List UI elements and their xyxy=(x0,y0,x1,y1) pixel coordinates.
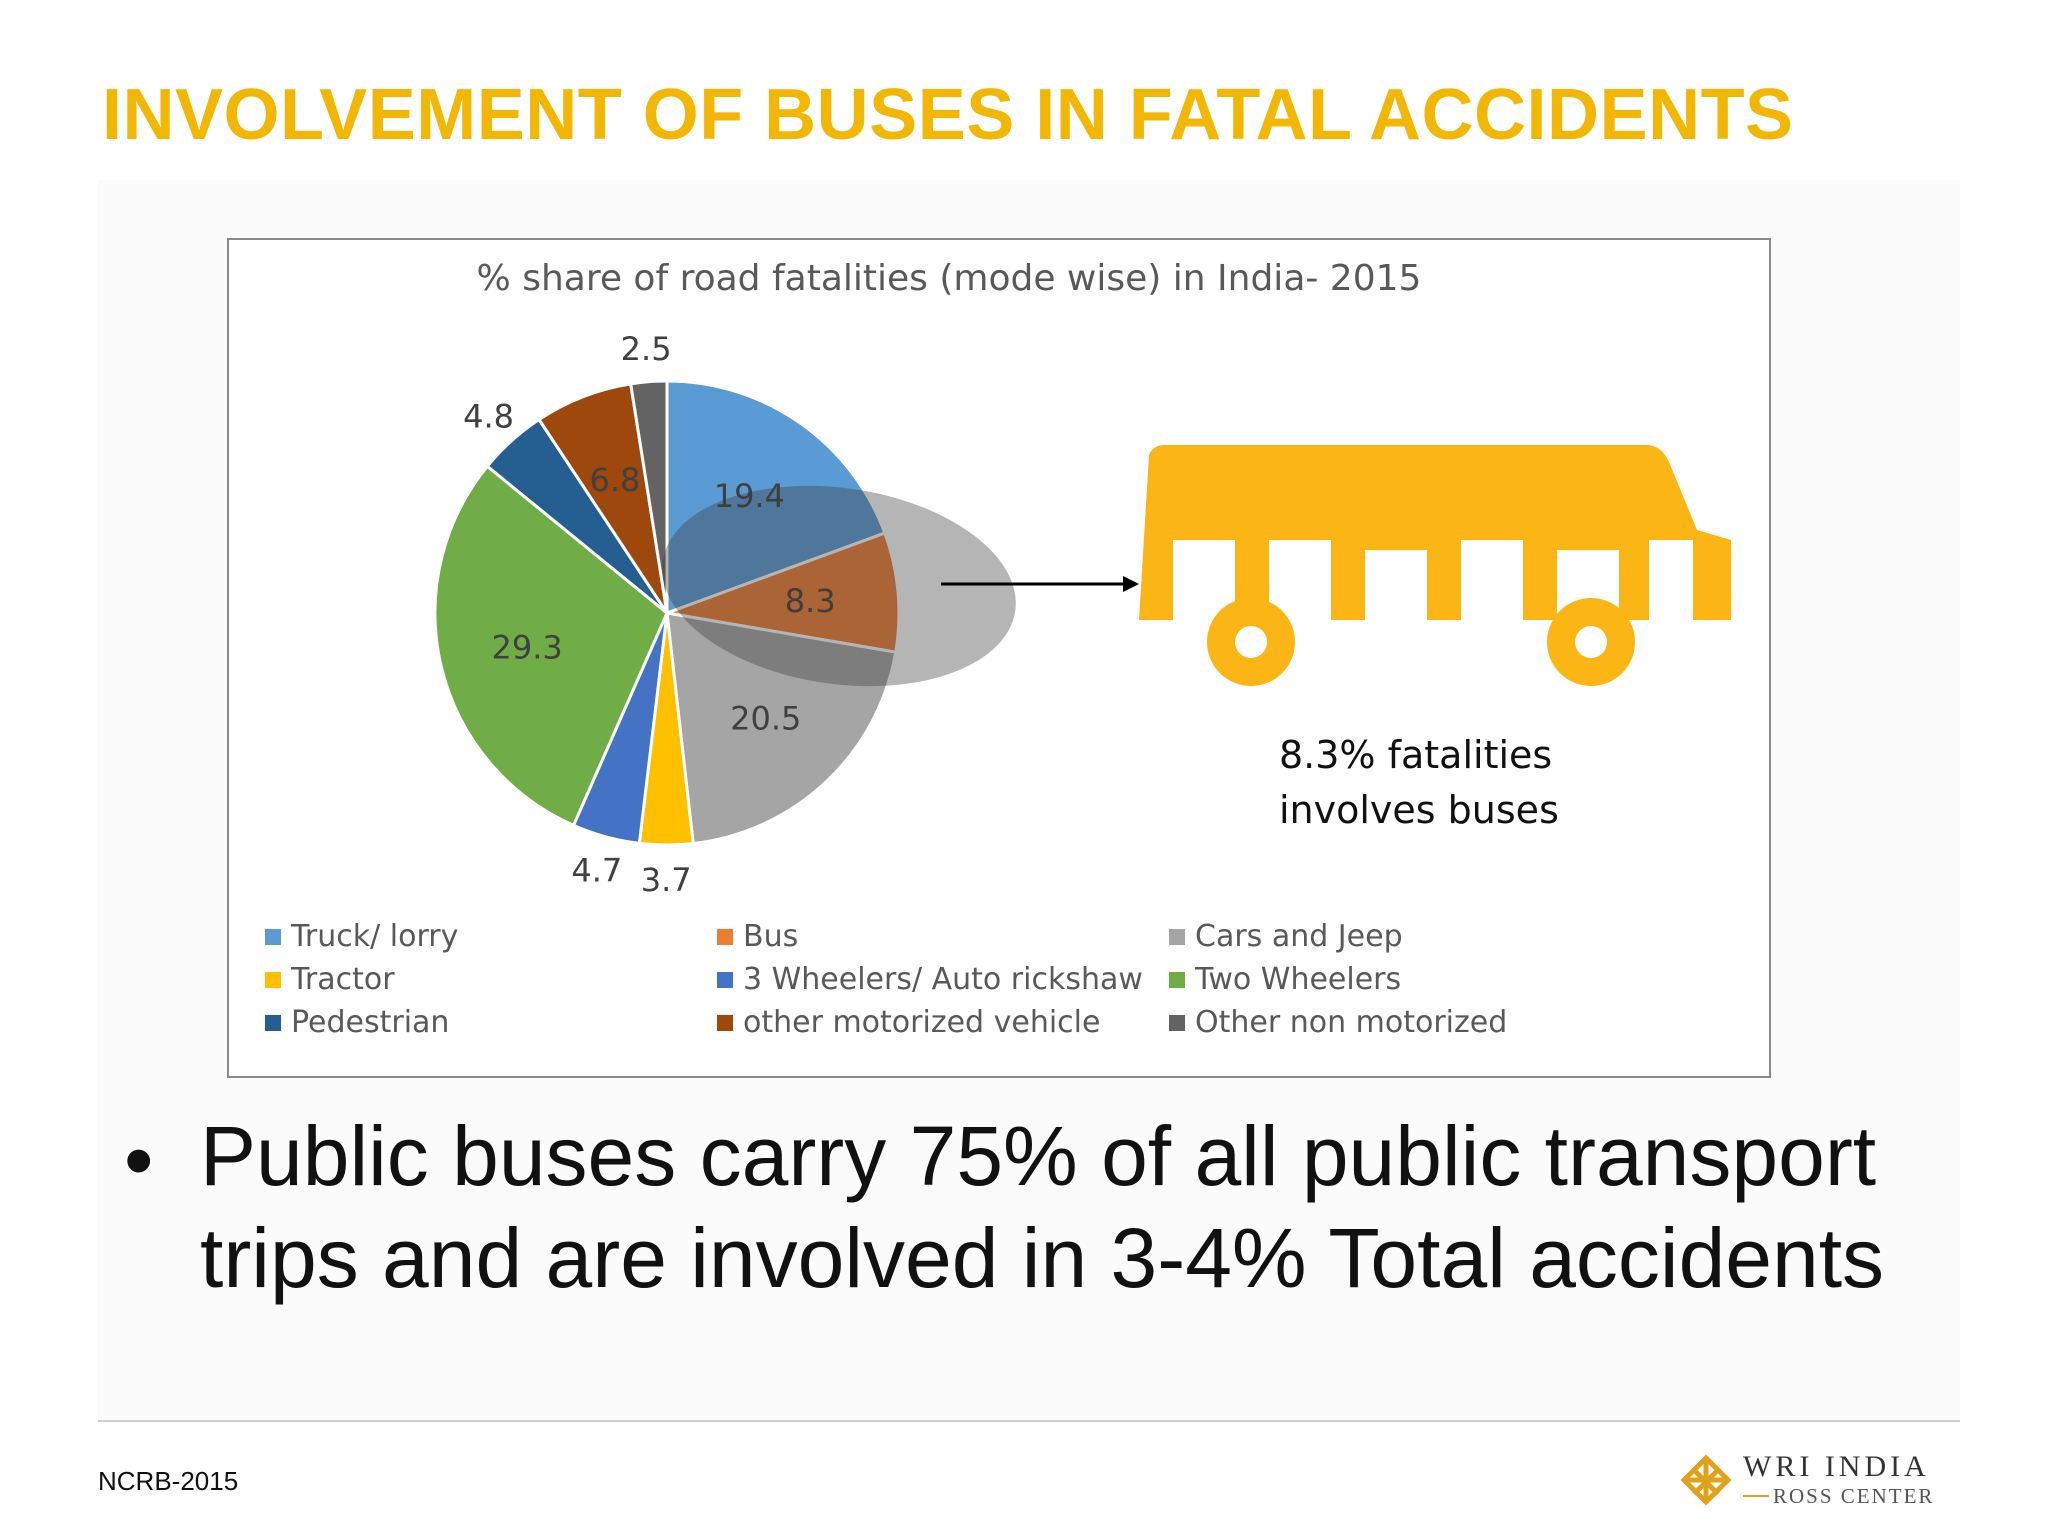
legend-swatch-other-non-motorized xyxy=(1169,1015,1185,1031)
pie-slice-two-wheelers xyxy=(433,464,669,828)
legend-label-3-wheelers-auto-rickshaw: 3 Wheelers/ Auto rickshaw xyxy=(743,962,1143,997)
bullet-marker: • xyxy=(124,1113,154,1207)
callout-line-2: involves buses xyxy=(1279,788,1559,832)
pie-slice-truck-lorry xyxy=(665,379,887,616)
data-label-3-wheelers-auto-rickshaw: 4.7 xyxy=(571,852,622,890)
legend-label-tractor: Tractor xyxy=(290,962,395,997)
bus-icon xyxy=(1139,445,1731,686)
pie-slice-other-non-motorized xyxy=(628,379,669,614)
legend-label-bus: Bus xyxy=(743,919,798,954)
data-label-pedestrian: 4.8 xyxy=(463,398,514,436)
legend-swatch-pedestrian xyxy=(265,1015,281,1031)
legend-swatch-bus xyxy=(717,929,733,945)
callout-arrowhead xyxy=(1123,576,1139,592)
bullet-text: Public buses carry 75% of all public tra… xyxy=(200,1109,1885,1305)
data-label-tractor: 3.7 xyxy=(641,861,692,899)
logo-text-primary: WRI INDIA xyxy=(1743,1450,1930,1483)
source-note: NCRB-2015 xyxy=(98,1466,239,1496)
legend-label-other-motorized-vehicle: other motorized vehicle xyxy=(743,1005,1100,1040)
pie-slice-cars-and-jeep xyxy=(665,611,898,846)
chart-title: % share of road fatalities (mode wise) i… xyxy=(477,258,1422,299)
data-label-other-non-motorized: 2.5 xyxy=(621,330,672,368)
logo-dash xyxy=(1743,1495,1769,1497)
data-label-bus: 8.3 xyxy=(785,582,836,620)
legend-swatch-3-wheelers-auto-rickshaw xyxy=(717,972,733,988)
legend-swatch-cars-and-jeep xyxy=(1169,929,1185,945)
legend-label-truck-lorry: Truck/ lorry xyxy=(290,919,458,954)
wri-logo-icon xyxy=(1680,1454,1732,1506)
chart-frame: % share of road fatalities (mode wise) i… xyxy=(227,238,1771,1078)
legend-label-cars-and-jeep: Cars and Jeep xyxy=(1195,919,1403,954)
pie-chart: % share of road fatalities (mode wise) i… xyxy=(265,258,1731,1040)
data-label-two-wheelers: 29.3 xyxy=(492,629,563,667)
data-label-cars-and-jeep: 20.5 xyxy=(730,700,801,738)
data-label-other-motorized-vehicle: 6.8 xyxy=(589,461,640,499)
legend-label-two-wheelers: Two Wheelers xyxy=(1194,962,1401,997)
callout-line-1: 8.3% fatalities xyxy=(1279,733,1552,777)
legend-swatch-two-wheelers xyxy=(1169,972,1185,988)
legend-label-pedestrian: Pedestrian xyxy=(291,1005,449,1040)
legend-swatch-other-motorized-vehicle xyxy=(717,1015,733,1031)
legend-swatch-tractor xyxy=(265,972,281,988)
slide-title: INVOLVEMENT OF BUSES IN FATAL ACCIDENTS xyxy=(102,75,1794,155)
data-label-truck-lorry: 19.4 xyxy=(714,477,785,515)
footer-divider xyxy=(98,1420,1960,1422)
bus-highlight-ellipse xyxy=(662,485,1016,687)
logo-text-secondary: ROSS CENTER xyxy=(1773,1484,1935,1508)
legend-swatch-truck-lorry xyxy=(265,929,281,945)
legend-label-other-non-motorized: Other non motorized xyxy=(1195,1005,1507,1040)
